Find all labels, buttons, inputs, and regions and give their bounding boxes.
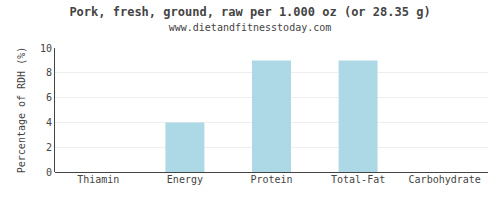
svg-text:Energy: Energy (167, 174, 203, 185)
svg-text:Total-Fat: Total-Fat (331, 174, 385, 185)
svg-text:10: 10 (40, 43, 52, 54)
svg-text:6: 6 (46, 92, 52, 103)
svg-text:Thiamin: Thiamin (77, 174, 119, 185)
svg-text:0: 0 (46, 167, 52, 178)
svg-text:2: 2 (46, 142, 52, 153)
svg-text:Protein: Protein (250, 174, 292, 185)
svg-text:Percentage of RDH (%): Percentage of RDH (%) (16, 47, 27, 173)
svg-text:Carbohydrate: Carbohydrate (409, 174, 481, 185)
svg-text:Pork, fresh, ground, raw per 1: Pork, fresh, ground, raw per 1.000 oz (o… (69, 5, 430, 34)
svg-text:4: 4 (46, 117, 52, 128)
svg-text:8: 8 (46, 67, 52, 78)
